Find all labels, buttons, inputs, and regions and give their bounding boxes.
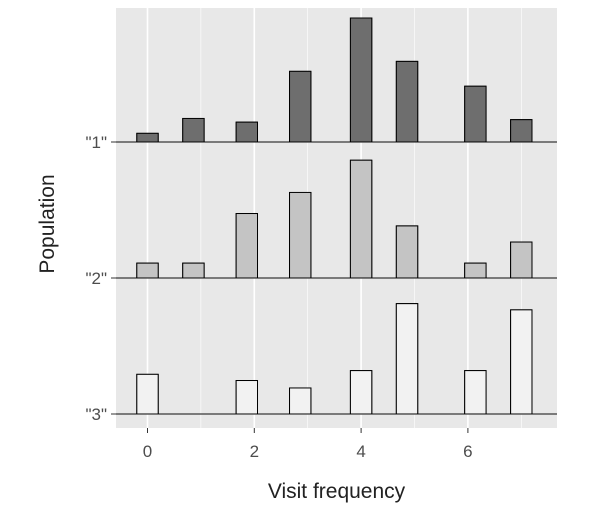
histogram-bar <box>349 370 373 415</box>
y-axis: "1" "2" "3" <box>85 133 116 424</box>
histogram-bar <box>289 191 312 279</box>
histogram-bar <box>289 387 312 415</box>
histogram-bar <box>510 241 533 279</box>
ridge-series <box>116 303 557 415</box>
histogram-bar <box>136 373 159 415</box>
ridge-series <box>116 17 557 143</box>
histogram-bar <box>349 17 373 143</box>
x-tick-label: 2 <box>250 442 259 461</box>
y-tick-label: "1" <box>85 133 107 152</box>
histogram-bar <box>510 119 533 143</box>
histogram-bar <box>182 117 205 143</box>
x-axis: 0 2 4 6 <box>143 428 473 461</box>
ridge-series <box>116 159 557 279</box>
ridges <box>116 17 557 415</box>
histogram-bar <box>235 380 259 415</box>
x-axis-title: Visit frequency <box>268 480 406 503</box>
histogram-bar <box>235 121 259 143</box>
histogram-bar <box>136 132 159 143</box>
histogram-bar <box>349 159 373 279</box>
histogram-bar <box>182 262 205 279</box>
y-tick-label: "3" <box>85 405 107 424</box>
histogram-bar <box>510 309 533 415</box>
x-tick-label: 0 <box>143 442 152 461</box>
y-tick-label: "2" <box>85 269 107 288</box>
histogram-bar <box>464 262 487 279</box>
histogram-bar <box>235 213 259 279</box>
y-axis-title: Population <box>36 174 59 273</box>
x-tick-label: 4 <box>356 442 365 461</box>
histogram-bar <box>464 370 487 415</box>
histogram-bar <box>395 225 419 279</box>
histogram-bar <box>136 262 159 279</box>
histogram-bar <box>464 85 487 143</box>
x-tick-label: 6 <box>463 442 472 461</box>
histogram-bar <box>395 60 419 143</box>
histogram-bar <box>289 70 312 143</box>
histogram-bar <box>395 303 419 415</box>
plot-panel <box>116 8 557 428</box>
